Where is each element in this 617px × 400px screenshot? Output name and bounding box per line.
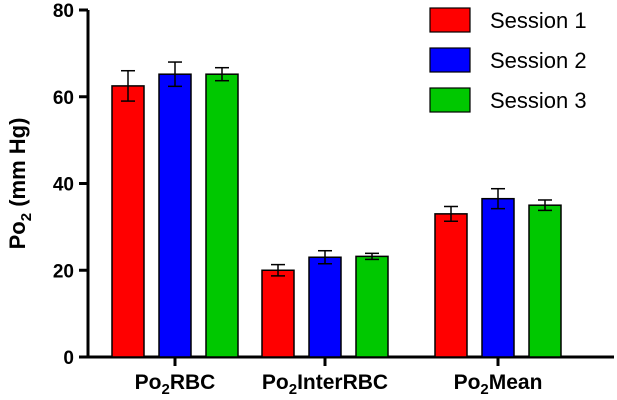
bar (355, 255, 389, 358)
y-tick-label: 0 (63, 348, 74, 369)
y-tick-label: 80 (53, 1, 74, 22)
y-axis-title: Po2 (mm Hg) (5, 118, 35, 250)
y-tick-label: 20 (53, 261, 74, 282)
bar (434, 213, 468, 358)
legend: Session 1 Session 2 Session 3 (429, 7, 587, 113)
legend-swatch (429, 87, 471, 113)
legend-label: Session 3 (490, 88, 587, 113)
legend-label: Session 2 (490, 48, 587, 73)
error-bars-group (121, 61, 552, 277)
bars-group (111, 73, 562, 358)
y-tick-label: 60 (53, 88, 74, 109)
bar (308, 256, 342, 358)
bar (111, 85, 145, 358)
y-tick-label: 40 (53, 175, 74, 196)
legend-swatch (429, 47, 471, 73)
legend-swatch (429, 7, 471, 33)
x-category-label: Po2InterRBC (262, 371, 388, 398)
legend-label: Session 1 (490, 8, 587, 33)
bar (481, 197, 515, 358)
x-category-label: Po2Mean (454, 371, 543, 398)
bar (158, 73, 192, 358)
bar (528, 204, 562, 358)
axes-group: 0 20 40 60 80 Po2 (mm Hg) Po2RBC Po2InterRBC Po2… (5, 1, 614, 398)
bar (261, 269, 295, 358)
bar (205, 73, 239, 358)
x-category-label: Po2RBC (135, 371, 216, 398)
